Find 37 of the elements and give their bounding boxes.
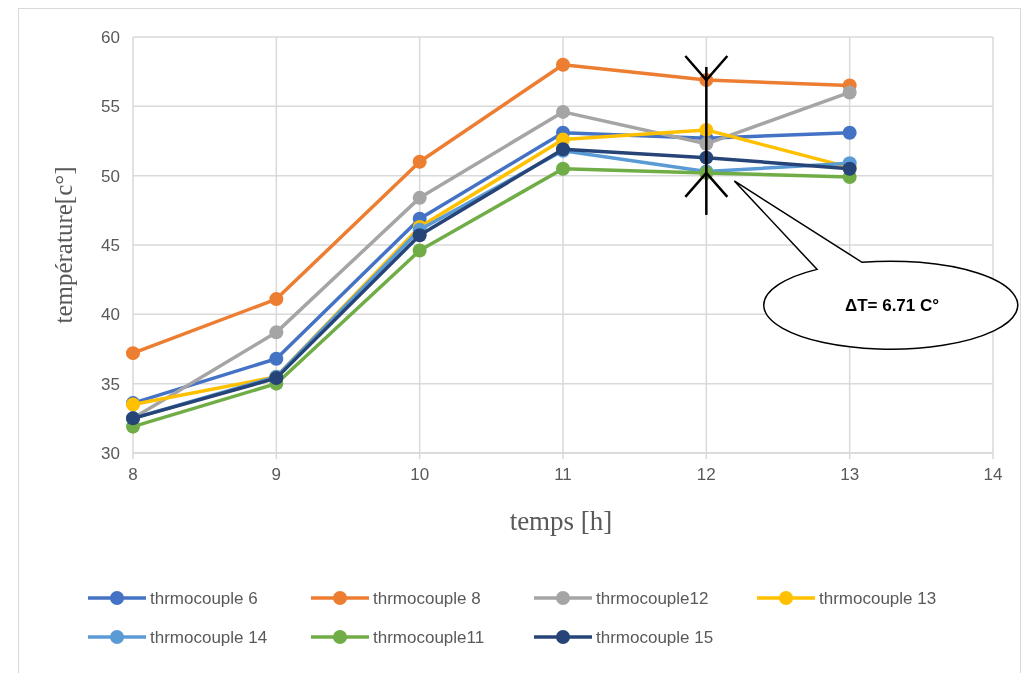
y-tick-label: 30 [101,444,120,463]
x-tick-label: 10 [410,465,430,484]
x-tick-label: 9 [271,465,282,484]
y-tick-label: 60 [101,28,120,47]
point [412,243,427,258]
x-tick-label: 11 [554,465,572,484]
legend-label: thrmocouple 15 [596,628,714,647]
y-tick-label: 40 [101,305,120,325]
legend-label: thrmocouple11 [373,628,485,647]
x-tick-label: 14 [983,465,1003,484]
x-tick-label: 13 [840,465,860,484]
annotation: ΔT= 6.71 C° [844,296,940,315]
point [269,292,284,307]
point [412,154,427,169]
x-axis-title: temps [h] [509,506,613,536]
legend-label: thrmocouple12 [596,589,709,608]
point [556,104,570,119]
y-tick-label: 45 [101,236,120,255]
x-tick-label: 8 [128,465,138,484]
legend-label: thrmocouple 8 [373,589,481,608]
point [269,325,284,340]
point [842,125,857,140]
y-tick-label: 50 [101,166,120,186]
point [412,228,427,243]
point [556,161,570,176]
point [556,57,570,72]
y-tick-label: 35 [101,374,120,394]
point [269,351,284,366]
point [412,190,427,205]
y-axis-title: température[c°] [50,166,77,324]
legend-label: thrmocouple 6 [150,589,258,608]
x-tick-label: 12 [696,465,716,484]
legend-label: thrmocouple 14 [150,628,268,647]
legend-label: thrmocouple 13 [819,589,937,608]
point [126,346,140,361]
y-tick-label: 55 [101,97,120,117]
point [842,85,857,100]
